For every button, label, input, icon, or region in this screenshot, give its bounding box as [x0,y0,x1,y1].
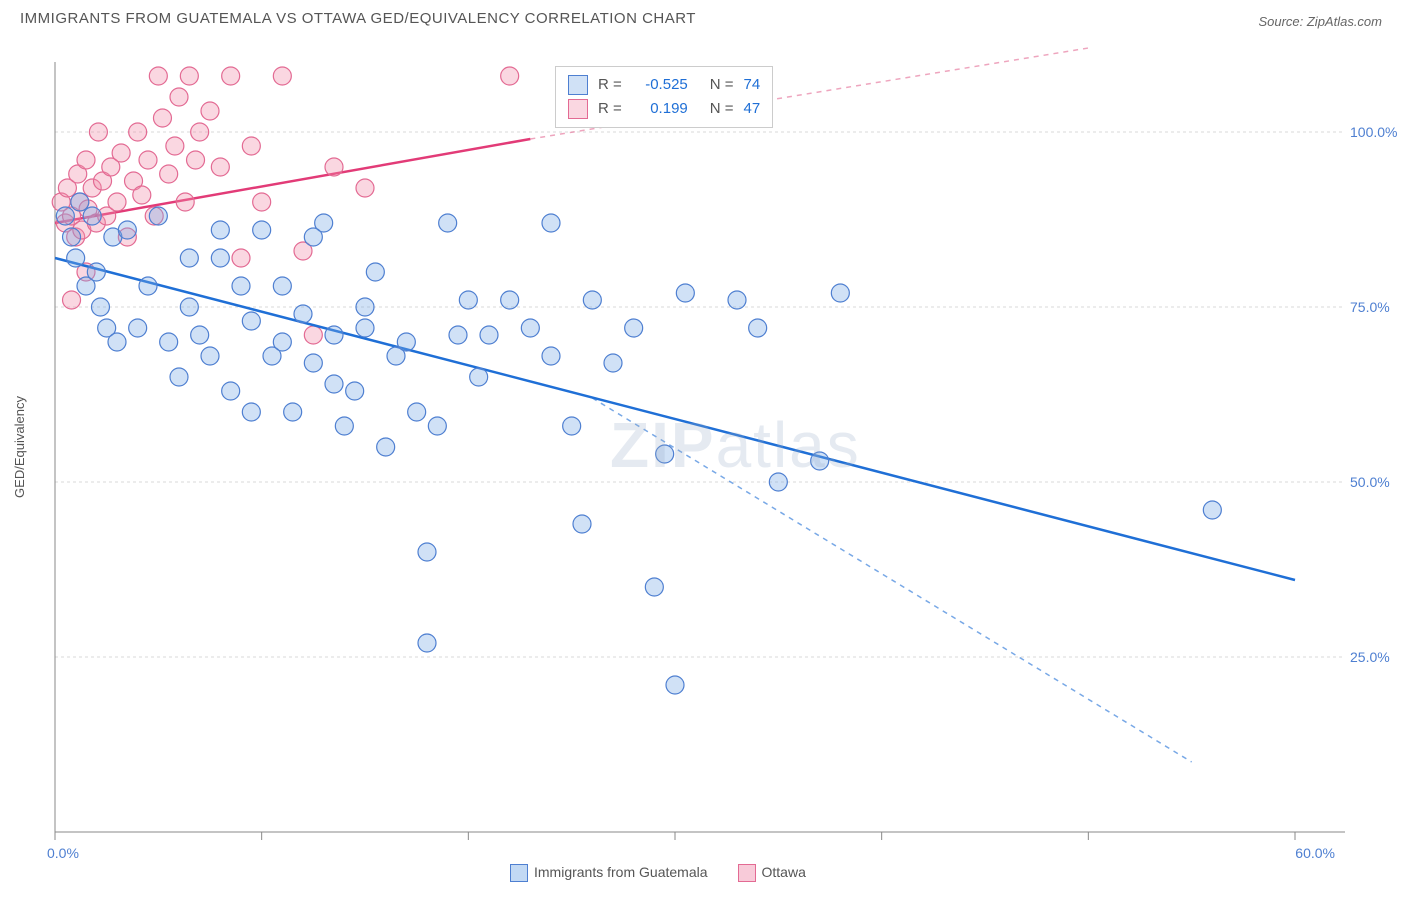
scatter-chart: 25.0% 50.0% 75.0% 100.0% 0.0% 60.0% GED/Equiva… [0,40,1406,892]
legend-label: Ottawa [762,864,806,880]
svg-text:GED/Equivalency: GED/Equivalency [12,396,27,498]
legend-swatch-icon [510,864,528,882]
n-value: 47 [744,97,761,121]
svg-text:75.0%: 75.0% [1350,299,1390,315]
n-label: N = [710,97,734,121]
r-label: R = [598,97,622,121]
stats-swatch-icon [568,99,588,119]
svg-text:60.0%: 60.0% [1295,845,1335,861]
bottom-legend: Immigrants from Guatemala Ottawa [510,864,806,882]
stats-swatch-icon [568,75,588,95]
chart-container: 25.0% 50.0% 75.0% 100.0% 0.0% 60.0% GED/Equiva… [0,40,1406,892]
svg-text:25.0%: 25.0% [1350,649,1390,665]
n-label: N = [710,73,734,97]
svg-text:0.0%: 0.0% [47,845,79,861]
r-label: R = [598,73,622,97]
source-label: Source: [1258,14,1306,29]
legend-item: Ottawa [738,864,806,882]
r-value: -0.525 [632,73,688,97]
legend-item: Immigrants from Guatemala [510,864,708,882]
stats-row: R = -0.525 N = 74 [568,73,760,97]
legend-label: Immigrants from Guatemala [534,864,708,880]
source-attribution: Source: ZipAtlas.com [1258,14,1382,29]
stats-row: R = 0.199 N = 47 [568,97,760,121]
legend-swatch-icon [738,864,756,882]
svg-text:50.0%: 50.0% [1350,474,1390,490]
chart-title: IMMIGRANTS FROM GUATEMALA VS OTTAWA GED/… [20,10,696,27]
r-value: 0.199 [632,97,688,121]
n-value: 74 [744,73,761,97]
svg-text:100.0%: 100.0% [1350,124,1397,140]
source-value: ZipAtlas.com [1307,14,1382,29]
stats-legend-box: R = -0.525 N = 74 R = 0.199 N = 47 [555,66,773,128]
